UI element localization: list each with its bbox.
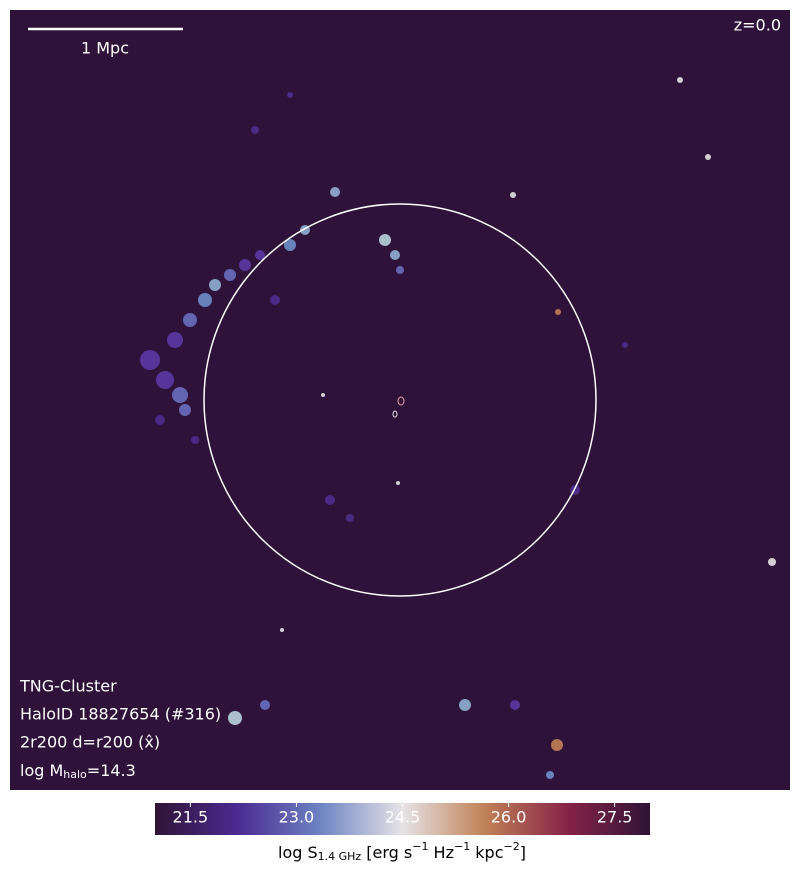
emission-blob [555, 309, 561, 315]
colorbar-tick-label: 24.5 [385, 808, 421, 827]
emission-blob [510, 700, 520, 710]
emission-blob [191, 436, 199, 444]
redshift-label: z=0.0 [734, 16, 781, 35]
label-part: log S [278, 843, 318, 862]
r200-circle [203, 203, 597, 597]
label-part: =14.3 [87, 761, 136, 780]
emission-blob [167, 332, 183, 348]
label-part: log M [20, 761, 63, 780]
emission-blob [379, 234, 391, 246]
map-image [10, 10, 790, 790]
emission-blob [677, 77, 683, 83]
emission-blob [156, 371, 174, 389]
emission-blob [284, 239, 296, 251]
emission-blob [255, 250, 265, 260]
emission-blob [179, 404, 191, 416]
colorbar-tick-label: 21.5 [173, 808, 209, 827]
colorbar-tick-label: 26.0 [491, 808, 527, 827]
emission-blob [325, 495, 335, 505]
emission-blob [270, 295, 280, 305]
emission-blob [346, 514, 354, 522]
label-part: −2 [504, 840, 520, 853]
emission-blob [705, 154, 711, 160]
label-part: −1 [412, 840, 428, 853]
emission-blob [510, 192, 516, 198]
colorbar-tick-label: 27.5 [597, 808, 633, 827]
emission-blob [260, 700, 270, 710]
emission-blob [321, 393, 325, 397]
emission-blob [251, 126, 259, 134]
colorbar [155, 803, 650, 835]
emission-blob [228, 711, 242, 725]
core-contour [397, 396, 405, 406]
emission-blob [183, 313, 197, 327]
emission-blob [287, 92, 293, 98]
emission-blob [546, 771, 554, 779]
emission-blob [172, 387, 188, 403]
colorbar-tick-label: 23.0 [279, 808, 315, 827]
emission-blob [551, 739, 563, 751]
emission-blob [622, 342, 628, 348]
label-part: kpc [470, 843, 503, 862]
emission-features [140, 77, 776, 779]
emission-blob [330, 187, 340, 197]
emission-blob [768, 558, 776, 566]
emission-blob [396, 481, 400, 485]
annotation: TNG-Cluster [19, 677, 117, 696]
label-part: −1 [454, 840, 470, 853]
mass-label: log Mhalo=14.3 [20, 761, 136, 782]
label-part: halo [63, 768, 87, 781]
emission-blob [280, 628, 284, 632]
label-part: Hz [428, 843, 454, 862]
emission-blob [224, 269, 236, 281]
emission-blob [155, 415, 165, 425]
emission-blob [140, 350, 160, 370]
core-contour [392, 410, 398, 418]
emission-blob [390, 250, 400, 260]
annotation: 2r200 d=r200 (x̂) [20, 733, 160, 752]
emission-blob [396, 266, 404, 274]
colorbar-label: log S1.4 GHz [erg s−1 Hz−1 kpc−2] [278, 840, 526, 863]
annotation: HaloID 18827654 (#316) [20, 705, 221, 724]
label-part: ] [520, 843, 526, 862]
label-part: [erg s [361, 843, 412, 862]
colorbar-ticks: 21.5 23.0 24.5 26.0 27.5 [173, 803, 633, 827]
emission-blob [209, 279, 221, 291]
label-part: 1.4 GHz [318, 850, 362, 863]
emission-blob [459, 699, 471, 711]
emission-blob [239, 259, 251, 271]
scale-bar-label: 1 Mpc [81, 39, 129, 58]
emission-blob [198, 293, 212, 307]
